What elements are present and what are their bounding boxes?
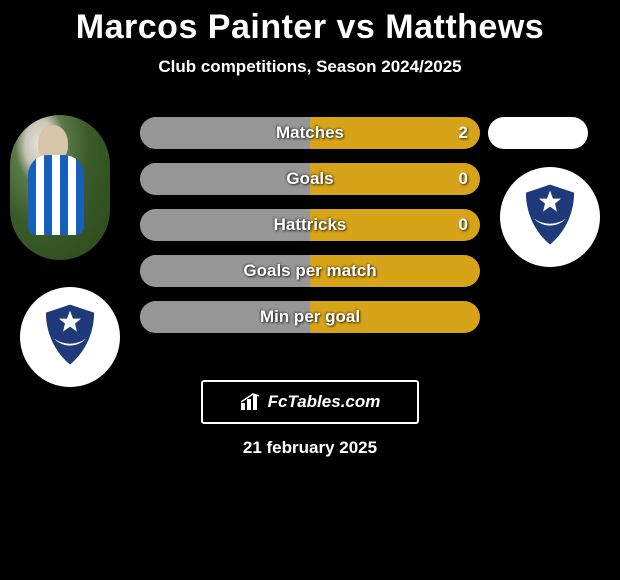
bar-chart-icon xyxy=(240,393,262,411)
comparison-title: Marcos Painter vs Matthews xyxy=(0,0,620,47)
stat-rows: Matches2Goals0Hattricks0Goals per matchM… xyxy=(140,117,480,347)
branding-text: FcTables.com xyxy=(268,392,381,412)
stat-value-right: 0 xyxy=(459,209,468,241)
stat-label: Goals xyxy=(140,163,480,195)
stat-row: Goals per match xyxy=(140,255,480,287)
branding-box[interactable]: FcTables.com xyxy=(201,380,419,424)
stat-value-right: 2 xyxy=(459,117,468,149)
stat-row: Goals0 xyxy=(140,163,480,195)
player-right-photo-placeholder xyxy=(488,117,588,149)
stat-value-right: 0 xyxy=(459,163,468,195)
stat-label: Goals per match xyxy=(140,255,480,287)
footer-date: 21 february 2025 xyxy=(0,438,620,458)
stat-row: Hattricks0 xyxy=(140,209,480,241)
stat-row: Matches2 xyxy=(140,117,480,149)
stat-row: Min per goal xyxy=(140,301,480,333)
comparison-subtitle: Club competitions, Season 2024/2025 xyxy=(0,57,620,77)
shield-icon xyxy=(40,303,100,369)
stat-label: Min per goal xyxy=(140,301,480,333)
stat-label: Matches xyxy=(140,117,480,149)
shield-icon xyxy=(520,183,580,249)
stat-label: Hattricks xyxy=(140,209,480,241)
player-left-club-badge xyxy=(20,287,120,387)
player-left-photo xyxy=(10,115,110,260)
player-right-club-badge xyxy=(500,167,600,267)
